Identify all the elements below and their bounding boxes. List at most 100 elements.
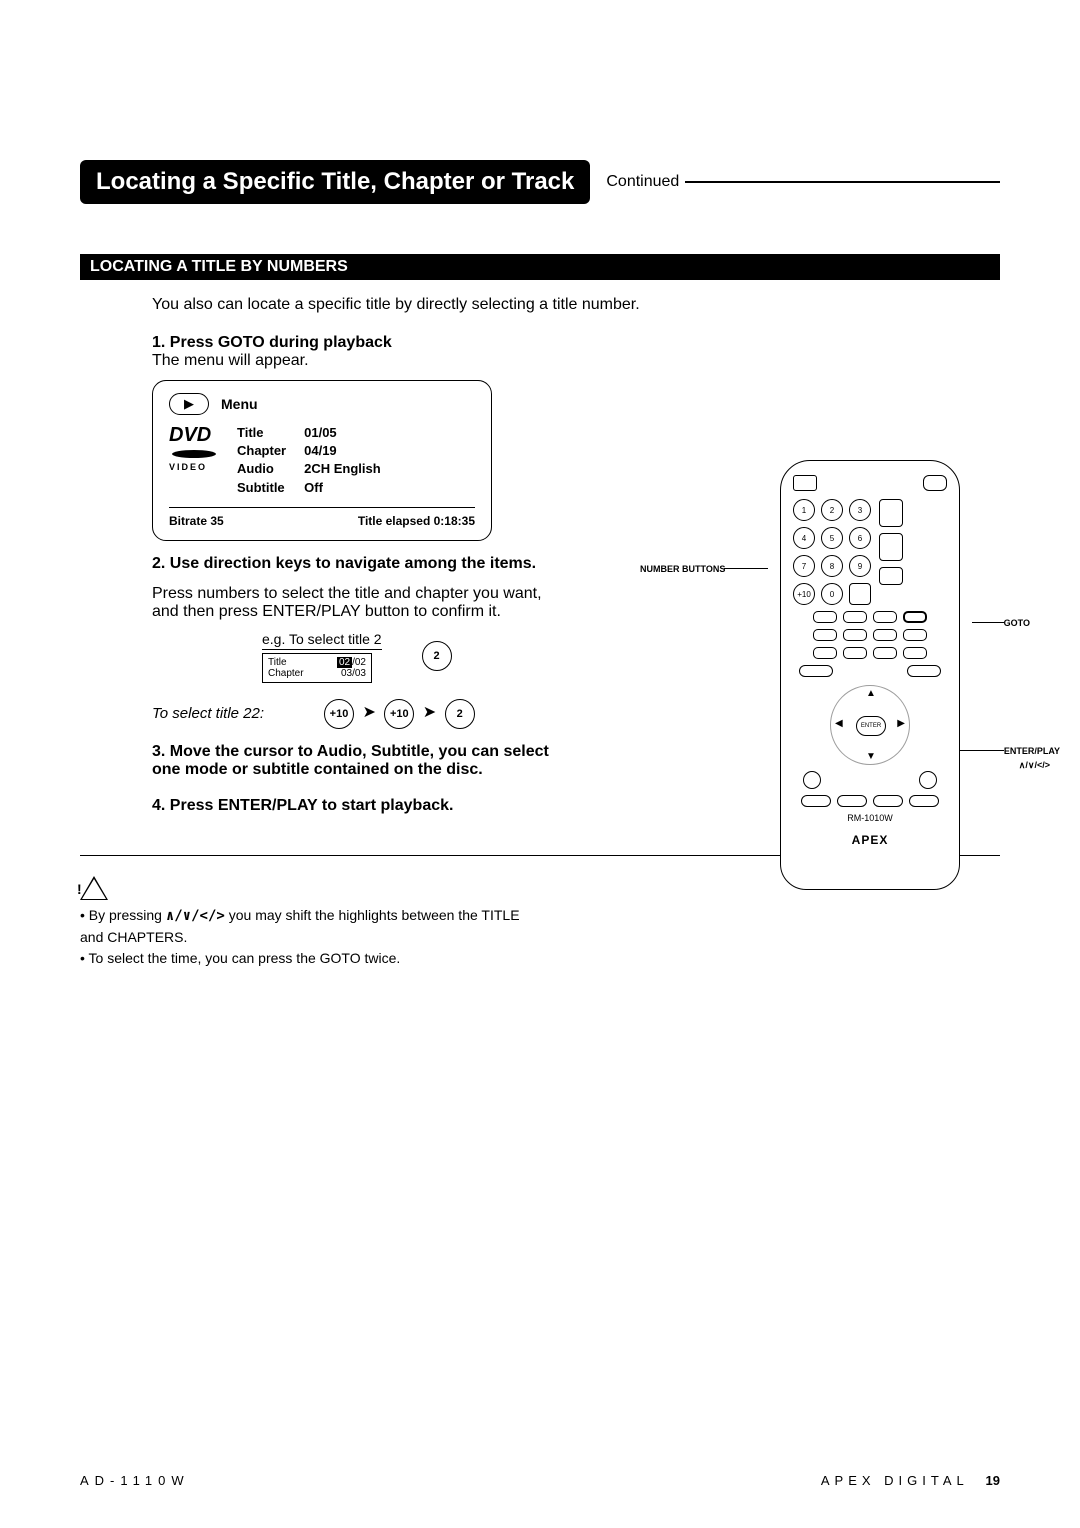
- remote-transport-btn: [873, 795, 903, 807]
- osd-menu-box: ▶ Menu DVD VIDEO Title Chapter Audio Sub…: [152, 380, 492, 541]
- footer-page: 19: [986, 1473, 1000, 1488]
- note-3: • To select the time, you can press the …: [80, 948, 1000, 969]
- note-1c: you may shift the highlights between the…: [225, 907, 520, 923]
- header-rule: [685, 181, 1000, 183]
- remote-func-btn: [843, 629, 867, 641]
- menu-value-subtitle: Off: [304, 479, 381, 497]
- remote-btn-6: 6: [849, 527, 871, 549]
- menu-value-chapter: 04/19: [304, 442, 381, 460]
- button-2b-icon: 2: [445, 699, 475, 729]
- remote-btn-1: 1: [793, 499, 815, 521]
- menu-values: 01/05 04/19 2CH English Off: [304, 424, 381, 497]
- eg-chapter-val: 03/03: [341, 668, 366, 679]
- eg-box: Title 02/02 Chapter 03/03: [262, 653, 372, 683]
- remote-btn-9: 9: [849, 555, 871, 577]
- remote-func-btn: [873, 647, 897, 659]
- right-arrow-icon: ▶: [897, 718, 905, 729]
- up-arrow-icon: ▲: [866, 688, 876, 699]
- footer-brand: APEX DIGITAL: [821, 1473, 968, 1488]
- remote-func-btn: [903, 647, 927, 659]
- remote-btn-vol: [849, 583, 871, 605]
- note-1a: • By pressing: [80, 907, 166, 923]
- arrow-icon: ➤: [423, 702, 436, 722]
- remote-side-btn: [879, 533, 903, 561]
- dvd-logo-top: DVD: [169, 424, 219, 447]
- warning-icon: !: [80, 876, 108, 905]
- remote-btn-5: 5: [821, 527, 843, 549]
- select-title-22-label: To select title 22:: [152, 705, 264, 722]
- number-pad: 1 2 3 4 5 6 7 8 9 +10 0: [793, 499, 871, 605]
- elapsed-label: Title elapsed 0:18:35: [358, 514, 475, 528]
- footer-model: AD-1110W: [80, 1473, 190, 1488]
- remote-transport-btn: [837, 795, 867, 807]
- menu-title: Menu: [221, 396, 258, 412]
- remote-transport-btn: [909, 795, 939, 807]
- eg-head: e.g. To select title 2: [262, 631, 382, 650]
- arrow-icon: ➤: [362, 702, 375, 722]
- remote-btn-7: 7: [793, 555, 815, 577]
- note-1-keys: ∧/∨/</>: [166, 908, 225, 924]
- remote-side-btn: [879, 499, 903, 527]
- remote-goto-btn: [903, 611, 927, 623]
- dvd-logo: DVD VIDEO: [169, 424, 219, 472]
- notes-block: • By pressing ∧/∨/</> you may shift the …: [80, 905, 1000, 969]
- eg-chapter-label: Chapter: [268, 668, 304, 679]
- remote-dpad: ▲ ▼ ◀ ▶ ENTER: [830, 685, 910, 765]
- remote-func-btn: [843, 647, 867, 659]
- dvd-logo-sub: VIDEO: [169, 462, 219, 472]
- eg-title-hi: 02: [337, 657, 352, 668]
- label-enter-play: ENTER/PLAY: [1004, 746, 1060, 756]
- menu-value-title: 01/05: [304, 424, 381, 442]
- menu-labels: Title Chapter Audio Subtitle: [237, 424, 286, 497]
- remote-menu-btn: [799, 665, 833, 677]
- remote-func-btn: [843, 611, 867, 623]
- label-number-buttons: NUMBER BUTTONS: [640, 564, 725, 574]
- intro-text: You also can locate a specific title by …: [152, 296, 1000, 314]
- menu-label-title: Title: [237, 424, 286, 442]
- label-goto: GOTO: [1004, 618, 1030, 628]
- menu-label-chapter: Chapter: [237, 442, 286, 460]
- remote-btn-8: 8: [821, 555, 843, 577]
- continued-label: Continued: [606, 173, 679, 191]
- remote-model: RM-1010W: [793, 813, 947, 823]
- menu-label-audio: Audio: [237, 460, 286, 478]
- remote-small-btn: [803, 771, 821, 789]
- menu-label-subtitle: Subtitle: [237, 479, 286, 497]
- left-arrow-icon: ◀: [835, 718, 843, 729]
- remote-figure: NUMBER BUTTONS GOTO ENTER/PLAY ∧/∨/</> 1…: [740, 460, 1000, 890]
- eg-title-label: Title: [268, 657, 287, 668]
- power-icon: [793, 475, 817, 491]
- remote-btn-4: 4: [793, 527, 815, 549]
- remote-func-btn: [813, 629, 837, 641]
- remote-brand: APEX: [793, 833, 947, 847]
- page-title: Locating a Specific Title, Chapter or Tr…: [80, 160, 590, 204]
- down-arrow-icon: ▼: [866, 751, 876, 762]
- label-direction: ∧/∨/</>: [1019, 760, 1050, 771]
- remote-func-btn: [813, 611, 837, 623]
- remote-btn-0: 0: [821, 583, 843, 605]
- button-plus10-a-icon: +10: [324, 699, 354, 729]
- bitrate-label: Bitrate 35: [169, 514, 224, 528]
- menu-value-audio: 2CH English: [304, 460, 381, 478]
- step-1-sub: The menu will appear.: [152, 352, 1000, 370]
- remote-func-btn: [813, 647, 837, 659]
- remote-btn-plus10: +10: [793, 583, 815, 605]
- remote-func-btn: [873, 629, 897, 641]
- page-footer: AD-1110W APEX DIGITAL 19: [80, 1473, 1000, 1488]
- remote-title-btn: [907, 665, 941, 677]
- eg-title-rest: /02: [352, 657, 366, 668]
- eject-icon: [923, 475, 947, 491]
- remote-small-btn: [919, 771, 937, 789]
- button-2-icon: 2: [422, 641, 452, 671]
- remote-func-btn: [873, 611, 897, 623]
- step-1-head: 1. Press GOTO during playback: [152, 334, 1000, 352]
- remote-btn-2: 2: [821, 499, 843, 521]
- section-heading: LOCATING A TITLE BY NUMBERS: [80, 254, 1000, 280]
- remote-side-btn: [879, 567, 903, 585]
- remote-enter-btn: ENTER: [856, 716, 886, 736]
- remote-btn-3: 3: [849, 499, 871, 521]
- remote-transport-btn: [801, 795, 831, 807]
- page-header: Locating a Specific Title, Chapter or Tr…: [80, 160, 1000, 204]
- disc-icon: [169, 449, 219, 459]
- button-plus10-b-icon: +10: [384, 699, 414, 729]
